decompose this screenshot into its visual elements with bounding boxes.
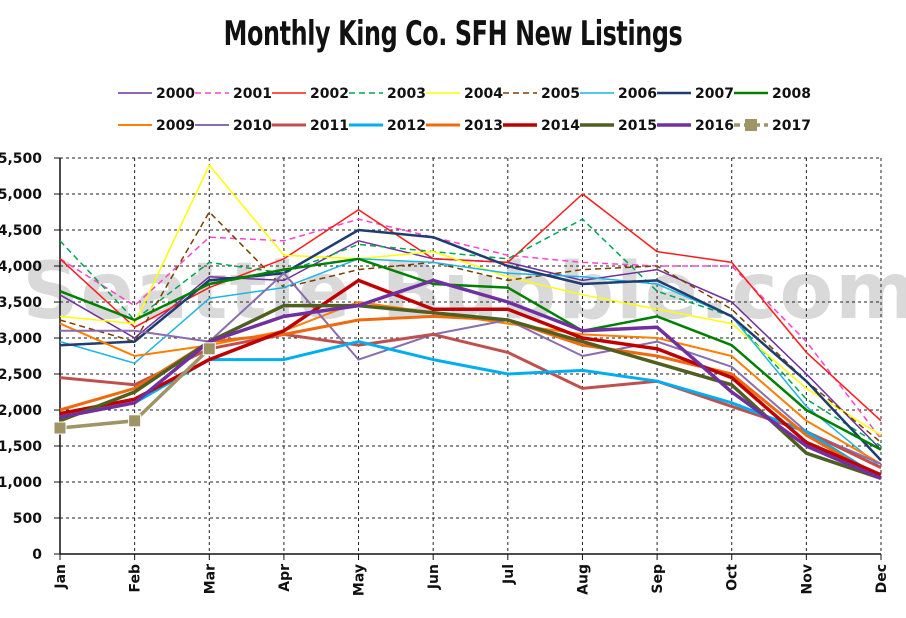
series-2002 — [59, 193, 882, 422]
legend-label: 2000 — [156, 86, 195, 102]
y-tick-label: 4,500 — [0, 223, 42, 239]
x-tick-label: Dec — [874, 564, 890, 593]
y-tick-label: 1,500 — [0, 439, 42, 455]
legend-label: 2010 — [233, 118, 272, 134]
data-point-2017 — [128, 414, 142, 428]
legend-item-2009: 2009 — [118, 118, 195, 134]
legend-label: 2001 — [233, 86, 272, 102]
y-tick-label: 5,500 — [0, 151, 42, 167]
legend-item-2008: 2008 — [734, 86, 811, 102]
x-tick-label: May — [352, 564, 368, 596]
x-tick-label: Feb — [128, 564, 144, 593]
legend-item-2006: 2006 — [580, 86, 657, 102]
legend-item-2011: 2011 — [272, 118, 349, 134]
legend-label: 2016 — [695, 118, 734, 134]
series-line-2014 — [59, 278, 882, 477]
y-tick-label: 1,000 — [0, 475, 42, 491]
series-2010 — [60, 272, 882, 465]
x-tick-label: Jul — [501, 564, 517, 585]
series-line-2010 — [60, 272, 882, 465]
y-tick-label: 3,500 — [0, 295, 42, 311]
legend-marker — [745, 119, 757, 131]
legend-label: 2005 — [541, 86, 580, 102]
series-2005 — [59, 211, 882, 443]
legend-item-2004: 2004 — [426, 86, 503, 102]
series-2017 — [53, 342, 216, 435]
legend-label: 2012 — [387, 118, 426, 134]
legend-label: 2015 — [618, 118, 657, 134]
series-line-2006 — [59, 258, 882, 469]
legend-label: 2003 — [387, 86, 426, 102]
x-tick-label: Oct — [725, 564, 741, 591]
series-line-2004 — [59, 164, 882, 436]
y-tick-label: 2,500 — [0, 367, 42, 383]
x-tick-label: Aug — [575, 564, 591, 595]
series-2003 — [59, 218, 882, 447]
legend-item-2002: 2002 — [272, 86, 349, 102]
x-tick-label: Nov — [799, 564, 815, 594]
series-line-2002 — [59, 193, 882, 422]
legend-label: 2011 — [310, 118, 349, 134]
x-tick-label: Jan — [53, 564, 69, 590]
legend-item-2015: 2015 — [580, 118, 657, 134]
legend-label: 2013 — [464, 118, 503, 134]
legend-label: 2004 — [464, 86, 503, 102]
series-2004 — [59, 164, 882, 436]
series-line-2016 — [59, 278, 882, 481]
legend-item-2005: 2005 — [503, 86, 580, 102]
x-tick-label: Sep — [650, 564, 666, 594]
legend-item-2007: 2007 — [657, 86, 734, 102]
legend-item-2017: 2017 — [734, 118, 811, 134]
chart-title: Monthly King Co. SFH New Listings — [223, 14, 683, 54]
series-2008 — [59, 257, 882, 451]
legend-label: 2009 — [156, 118, 195, 134]
series-line-2008 — [59, 257, 882, 451]
series-line-2001 — [59, 218, 882, 440]
legend-item-2000: 2000 — [118, 86, 195, 102]
series-2001 — [59, 218, 882, 440]
legend-item-2013: 2013 — [426, 118, 503, 134]
legend-item-2003: 2003 — [349, 86, 426, 102]
series-2014 — [59, 278, 882, 477]
x-tick-label: Mar — [202, 564, 218, 594]
x-tick-label: Jun — [426, 564, 442, 590]
y-tick-label: 4,000 — [0, 259, 42, 275]
legend-label: 2006 — [618, 86, 657, 102]
y-tick-label: 5,000 — [0, 187, 42, 203]
series-2011 — [59, 332, 882, 469]
legend-item-2010: 2010 — [195, 118, 272, 134]
legend-item-2001: 2001 — [195, 86, 272, 102]
y-tick-label: 500 — [13, 511, 42, 527]
series-2016 — [59, 278, 882, 481]
legend-label: 2014 — [541, 118, 580, 134]
legend-label: 2002 — [310, 86, 349, 102]
data-point-2017 — [53, 421, 67, 435]
y-tick-label: 3,000 — [0, 331, 42, 347]
y-tick-label: 2,000 — [0, 403, 42, 419]
series-line-2005 — [59, 211, 882, 443]
legend-item-2014: 2014 — [503, 118, 580, 134]
legend-label: 2007 — [695, 86, 734, 102]
legend-item-2012: 2012 — [349, 118, 426, 134]
legend-label: 2017 — [772, 118, 811, 134]
series-line-2003 — [59, 218, 882, 447]
x-tick-label: Apr — [277, 564, 293, 592]
legend-item-2016: 2016 — [657, 118, 734, 134]
series-line-2011 — [59, 332, 882, 469]
y-tick-label: 0 — [32, 547, 42, 563]
series-2006 — [59, 258, 882, 469]
data-point-2017 — [202, 342, 216, 356]
legend-label: 2008 — [772, 86, 811, 102]
